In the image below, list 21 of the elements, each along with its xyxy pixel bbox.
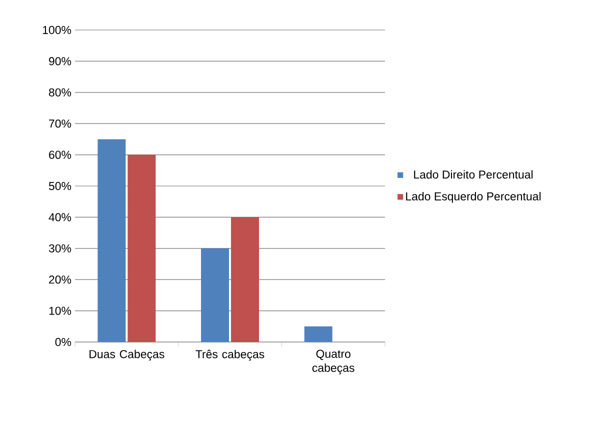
- y-tick-label: 20%: [49, 276, 72, 284]
- y-tick-label: 40%: [48, 213, 72, 222]
- bar: [304, 326, 332, 342]
- y-tick-label: 90%: [49, 57, 72, 66]
- y-tick-label: 60%: [49, 150, 72, 159]
- legend-label: Lado Esquerdo Percentual: [406, 192, 541, 203]
- y-tick-label: 50%: [48, 182, 72, 190]
- x-tick-label: Quatro cabeças: [312, 350, 354, 374]
- y-tick-label: 100%: [42, 26, 72, 34]
- y-tick-label: 30%: [48, 244, 72, 252]
- y-tick-label: 70%: [49, 120, 72, 128]
- y-tick-label: 0%: [55, 338, 72, 346]
- legend-label: Lado Direito Percentual: [414, 170, 533, 179]
- bar: [201, 248, 230, 342]
- y-tick-label: 10%: [49, 306, 72, 315]
- x-tick-label: Duas Cabeças: [90, 350, 164, 361]
- bar: [98, 139, 126, 342]
- bar: [128, 154, 156, 342]
- y-tick-label: 80%: [48, 88, 72, 96]
- x-tick-label: Três cabeças: [196, 350, 264, 361]
- bar: [231, 217, 259, 342]
